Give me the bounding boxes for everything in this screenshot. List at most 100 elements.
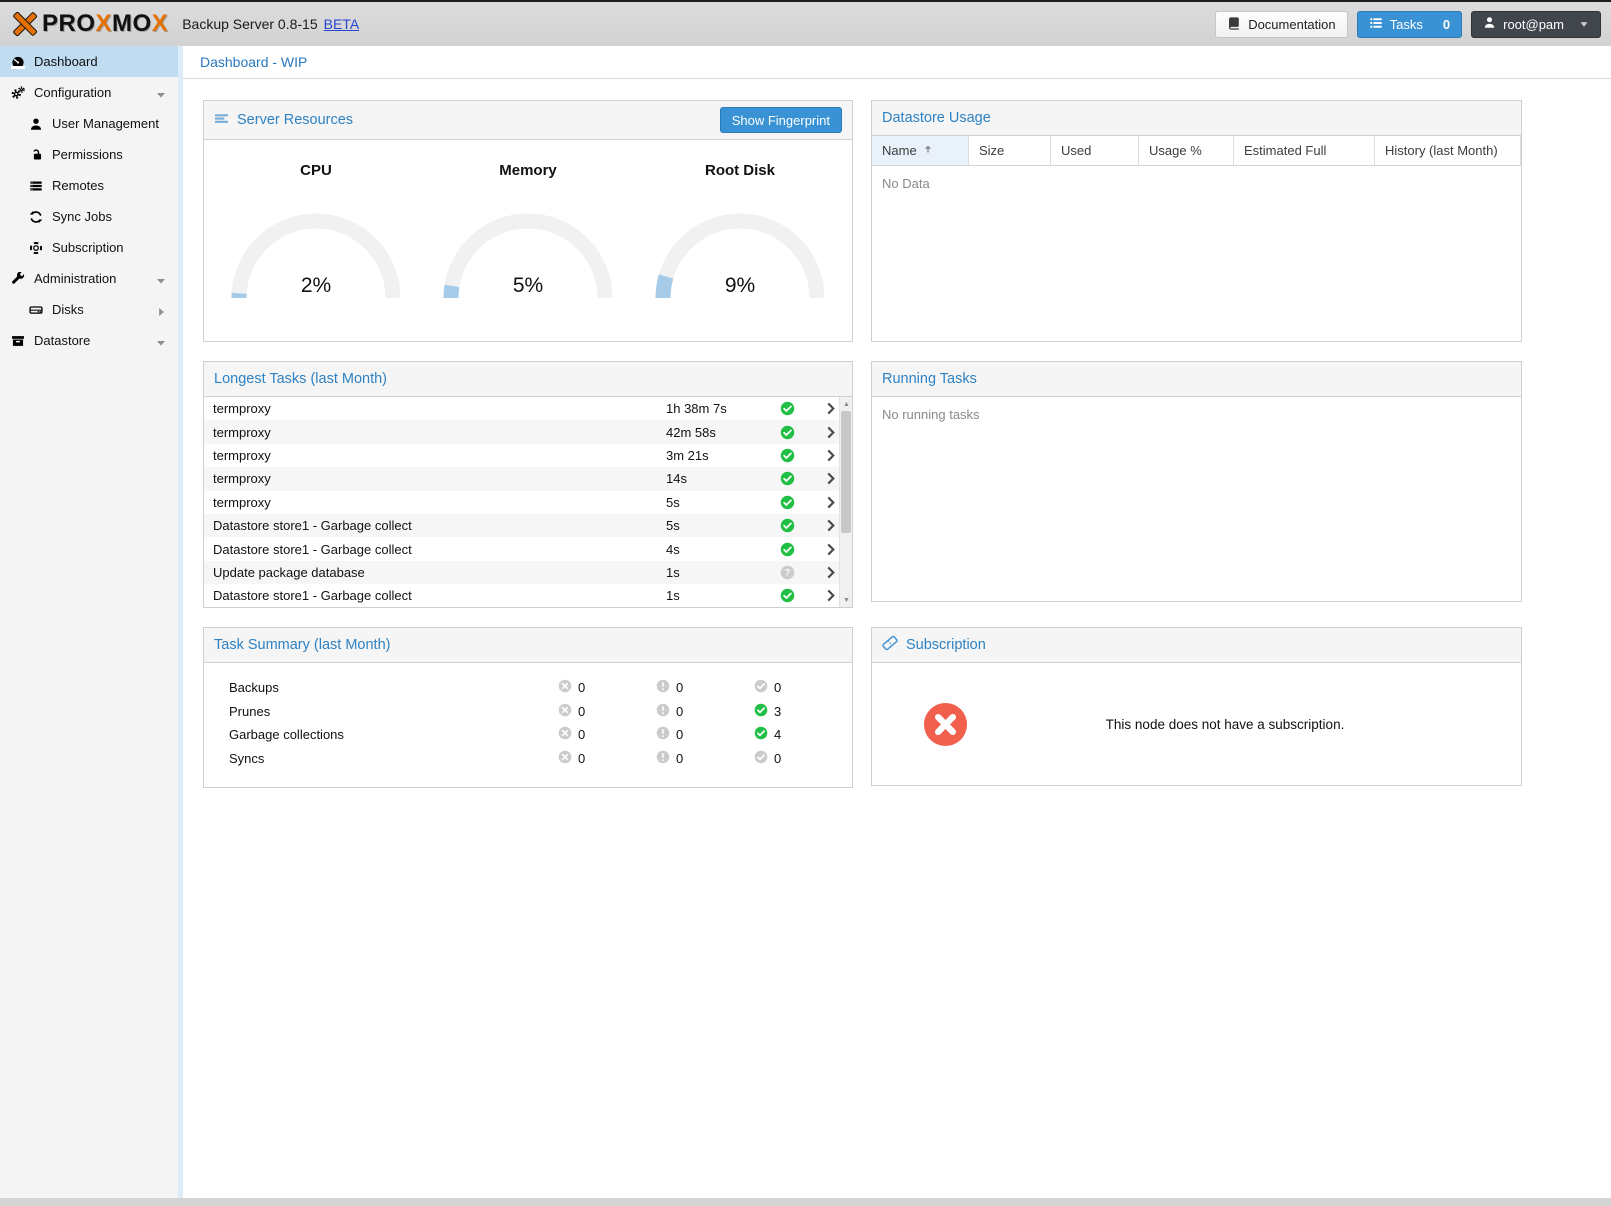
column-header-usage-[interactable]: Usage % <box>1139 136 1234 165</box>
unlock-icon <box>28 148 44 162</box>
error-count: 0 <box>578 703 586 719</box>
task-duration: 14s <box>666 471 687 487</box>
main-content: Dashboard - WIP Server Resources Show Fi… <box>183 46 1611 1198</box>
task-open-chevron-icon[interactable] <box>808 565 852 580</box>
task-row[interactable]: Datastore store1 - Garbage collect 5s <box>204 513 852 538</box>
sidebar-item-dashboard[interactable]: Dashboard <box>0 46 178 77</box>
server-resources-panel: Server Resources Show Fingerprint CPU 2% M… <box>203 100 853 342</box>
gauge-root-disk: Root Disk 9% <box>640 154 840 341</box>
chevron-down-icon <box>1579 19 1589 29</box>
sidebar-item-datastore[interactable]: Datastore <box>0 325 178 356</box>
sidebar-item-label: Disks <box>52 302 84 317</box>
ok-count-icon <box>754 703 768 720</box>
sidebar-item-label: Configuration <box>34 85 112 100</box>
warning-count-icon <box>656 703 670 720</box>
sidebar-item-remotes[interactable]: Remotes <box>0 170 178 201</box>
task-row[interactable]: termproxy 14s <box>204 467 852 491</box>
task-open-chevron-icon[interactable] <box>808 471 852 486</box>
gauge-value: 9% <box>724 274 756 297</box>
sidebar-item-disks[interactable]: Disks <box>0 294 178 325</box>
task-row[interactable]: termproxy 5s <box>204 491 852 514</box>
panel-title: Subscription <box>906 637 986 653</box>
task-row[interactable]: termproxy 3m 21s <box>204 444 852 467</box>
running-tasks-panel: Running Tasks No running tasks <box>871 361 1522 602</box>
datastore-usage-table-header: Name Size Used Usage % Estimated Full History… <box>872 136 1521 166</box>
hdd-icon <box>28 303 44 317</box>
sidebar-splitter[interactable] <box>178 46 183 1198</box>
sidebar-item-permissions[interactable]: Permissions <box>0 139 178 170</box>
task-duration: 1h 38m 7s <box>666 401 727 417</box>
show-fingerprint-button[interactable]: Show Fingerprint <box>719 107 842 133</box>
task-open-chevron-icon[interactable] <box>808 518 852 533</box>
column-header-size[interactable]: Size <box>969 136 1051 165</box>
subscription-message: This node does not have a subscription. <box>1105 716 1345 732</box>
tasks-button[interactable]: Tasks 0 <box>1356 10 1463 38</box>
ok-count-icon <box>754 726 768 743</box>
task-open-chevron-icon[interactable] <box>808 401 852 416</box>
caret-down-icon <box>156 274 166 289</box>
column-header-history-last-month-[interactable]: History (last Month) <box>1375 136 1521 165</box>
panel-title: Datastore Usage <box>882 110 991 126</box>
error-count: 0 <box>578 750 586 766</box>
tachometer-icon <box>10 55 26 69</box>
column-header-used[interactable]: Used <box>1051 136 1139 165</box>
scroll-down-icon[interactable]: ▼ <box>843 596 850 604</box>
sidebar-item-sync-jobs[interactable]: Sync Jobs <box>0 201 178 232</box>
page-title: Dashboard - WIP <box>183 46 1611 79</box>
top-header-bar: PROXMOX Backup Server 0.8-15 BETA Docume… <box>0 0 1611 46</box>
ok-count: 0 <box>774 680 782 696</box>
task-status-ok-icon <box>766 448 808 463</box>
wrench-icon <box>10 271 26 286</box>
subscription-panel: Subscription This node does not have a s… <box>871 627 1522 786</box>
task-row[interactable]: termproxy 1h 38m 7s <box>204 397 852 420</box>
sidebar-nav: Dashboard Configuration User Management Per… <box>0 46 178 1198</box>
task-row[interactable]: Datastore store1 - Garbage collect 1s <box>204 584 852 607</box>
task-row[interactable]: termproxy 42m 58s <box>204 420 852 444</box>
task-open-chevron-icon[interactable] <box>808 448 852 463</box>
no-data-text: No Data <box>882 176 930 191</box>
task-row[interactable]: Update package database 1s? <box>204 560 852 585</box>
caret-down-icon <box>156 88 166 103</box>
task-open-chevron-icon[interactable] <box>808 425 852 440</box>
scroll-up-icon[interactable]: ▲ <box>843 400 850 408</box>
column-header-name[interactable]: Name <box>872 136 969 165</box>
task-status-ok-icon <box>766 471 808 486</box>
task-duration: 4s <box>666 541 680 557</box>
user-icon <box>1483 16 1496 32</box>
warning-count-icon <box>656 726 670 743</box>
tasks-scrollbar[interactable]: ▲ ▼ <box>839 397 852 607</box>
beta-link[interactable]: BETA <box>323 16 360 32</box>
column-header-estimated-full[interactable]: Estimated Full <box>1234 136 1375 165</box>
summary-row-prunes: Prunes 0 0 3 <box>229 703 782 720</box>
task-status-ok-icon <box>766 542 808 557</box>
sidebar-item-user-management[interactable]: User Management <box>0 108 178 139</box>
task-open-chevron-icon[interactable] <box>808 542 852 557</box>
summary-row-syncs: Syncs 0 0 0 <box>229 750 782 767</box>
documentation-button[interactable]: Documentation <box>1215 10 1348 38</box>
error-count-icon <box>558 679 572 696</box>
summary-row-backups: Backups 0 0 0 <box>229 679 782 696</box>
warning-count: 0 <box>676 750 684 766</box>
sidebar-item-configuration[interactable]: Configuration <box>0 77 178 108</box>
scrollbar-thumb[interactable] <box>841 411 851 533</box>
task-status-ok-icon <box>766 518 808 533</box>
proxmox-x-logo-icon <box>13 11 38 37</box>
user-icon <box>28 117 44 131</box>
task-open-chevron-icon[interactable] <box>808 588 852 603</box>
sidebar-item-subscription[interactable]: Subscription <box>0 232 178 263</box>
window-bottom-edge <box>0 1198 1611 1206</box>
task-open-chevron-icon[interactable] <box>808 495 852 510</box>
sidebar-item-label: Dashboard <box>34 54 98 69</box>
task-duration: 3m 21s <box>666 447 709 463</box>
sidebar-item-label: Remotes <box>52 178 105 193</box>
task-row[interactable]: Datastore store1 - Garbage collect 4s <box>204 537 852 560</box>
archive-icon <box>10 334 26 348</box>
sidebar-item-label: Sync Jobs <box>52 209 112 224</box>
sidebar-item-administration[interactable]: Administration <box>0 263 178 294</box>
user-menu-button[interactable]: root@pam <box>1471 10 1601 38</box>
task-status-ok-icon <box>766 425 808 440</box>
warning-count-icon <box>656 750 670 767</box>
proxmox-wordmark: PROXMOX <box>42 10 169 37</box>
task-summary-panel: Task Summary (last Month) Backups 0 0 0 Prun… <box>203 627 853 788</box>
error-count: 0 <box>578 727 586 743</box>
